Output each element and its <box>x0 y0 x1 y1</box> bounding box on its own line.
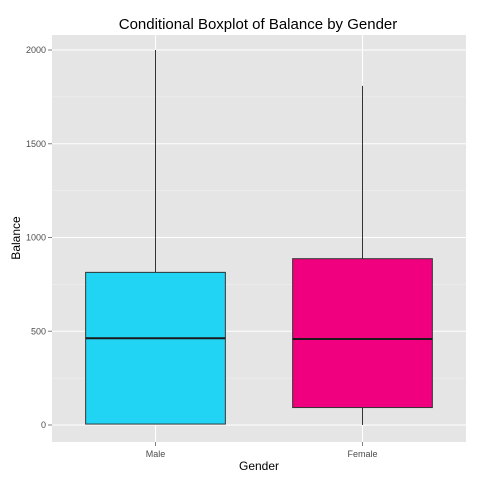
box-female <box>292 85 433 425</box>
y-tick-label: 1000 <box>26 233 46 243</box>
box-male <box>85 50 226 425</box>
chart-title: Conditional Boxplot of Balance by Gender <box>119 16 398 33</box>
boxes <box>85 50 433 425</box>
x-axis-title: Gender <box>239 459 279 473</box>
y-axis-title: Balance <box>9 216 23 260</box>
y-tick-label: 500 <box>31 326 46 336</box>
x-tick-label: Male <box>146 449 166 459</box>
y-axis: 0 500 1000 1500 2000 <box>26 45 52 430</box>
x-axis: Male Female <box>146 442 378 459</box>
x-tick-label: Female <box>347 449 377 459</box>
y-tick-label: 0 <box>41 420 46 430</box>
y-tick-label: 1500 <box>26 139 46 149</box>
y-tick-label: 2000 <box>26 45 46 55</box>
box-body <box>292 258 433 409</box>
box-body <box>85 271 226 425</box>
